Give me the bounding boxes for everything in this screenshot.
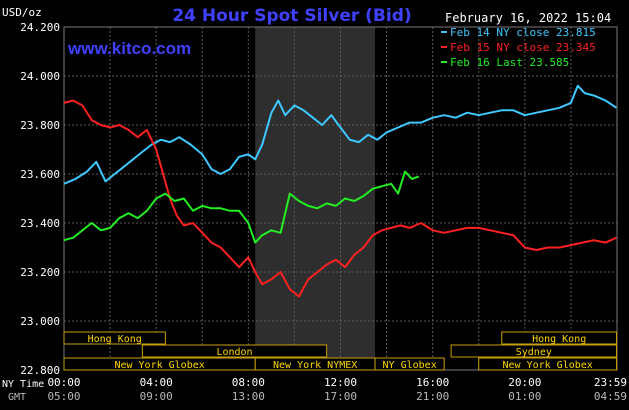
- session-label: NY Globex: [383, 360, 437, 371]
- legend-entry: Feb 16 Last 23.585: [450, 56, 569, 69]
- chart-date: February 16, 2022 15:04: [445, 11, 611, 25]
- session-label: Sydney: [516, 347, 552, 358]
- chart-title: 24 Hour Spot Silver (Bid): [172, 6, 411, 26]
- y-tick-label: 23.200: [20, 266, 60, 279]
- session-label: New York NYMEX: [273, 360, 357, 371]
- x-tick-label-ny: 12:00: [324, 376, 357, 389]
- y-tick-label: 22.800: [20, 364, 60, 377]
- series-line-3: [63, 170, 420, 244]
- x-tick-label-gmt: 05:00: [47, 390, 80, 403]
- x-tick-label-ny: 00:00: [47, 376, 80, 389]
- gmt-row-label: GMT: [8, 392, 26, 403]
- session-label: Hong Kong: [88, 334, 142, 345]
- session-label: New York Globex: [114, 360, 204, 371]
- x-tick-label-gmt: 09:00: [140, 390, 173, 403]
- x-tick-label-gmt: 01:00: [508, 390, 541, 403]
- x-tick-label-gmt: 17:00: [324, 390, 357, 403]
- chart-legend: Feb 14 NY close 23.815 Feb 15 NY close 23…: [441, 26, 596, 69]
- session-bar: [478, 357, 618, 371]
- session-label: Hong Kong: [532, 334, 586, 345]
- session-bar: [141, 344, 328, 358]
- x-tick-label-ny: 16:00: [416, 376, 449, 389]
- series-line-1: [63, 84, 618, 185]
- session-bar: [374, 357, 445, 371]
- site-watermark: www.kitco.com: [67, 39, 191, 58]
- session-bar: [501, 331, 618, 345]
- legend-entry: Feb 15 NY close 23.345: [450, 41, 596, 54]
- x-tick-label-ny: 04:00: [140, 376, 173, 389]
- session-label: London: [216, 347, 252, 358]
- nymex-highlight-band: [255, 27, 376, 370]
- unit-label: USD/oz: [2, 6, 42, 19]
- x-tick-label-ny: 08:00: [232, 376, 265, 389]
- session-bar: [450, 344, 618, 358]
- series-line-2: [63, 99, 617, 298]
- y-tick-label: 24.000: [20, 70, 60, 83]
- ny-time-row-label: NY Time: [2, 379, 44, 390]
- x-tick-label-ny: 20:00: [508, 376, 541, 389]
- x-tick-label-gmt: 04:59: [594, 390, 627, 403]
- y-tick-label: 23.600: [20, 168, 60, 181]
- y-tick-label: 23.800: [20, 119, 60, 132]
- session-label: New York Globex: [502, 360, 592, 371]
- legend-entry: Feb 14 NY close 23.815: [450, 26, 596, 39]
- y-tick-label: 23.400: [20, 217, 60, 230]
- y-tick-label: 24.200: [20, 21, 60, 34]
- x-tick-label-gmt: 13:00: [232, 390, 265, 403]
- y-tick-label: 23.000: [20, 315, 60, 328]
- x-tick-label-ny: 23:59: [594, 376, 627, 389]
- session-bar: [63, 331, 166, 345]
- x-tick-label-gmt: 21:00: [416, 390, 449, 403]
